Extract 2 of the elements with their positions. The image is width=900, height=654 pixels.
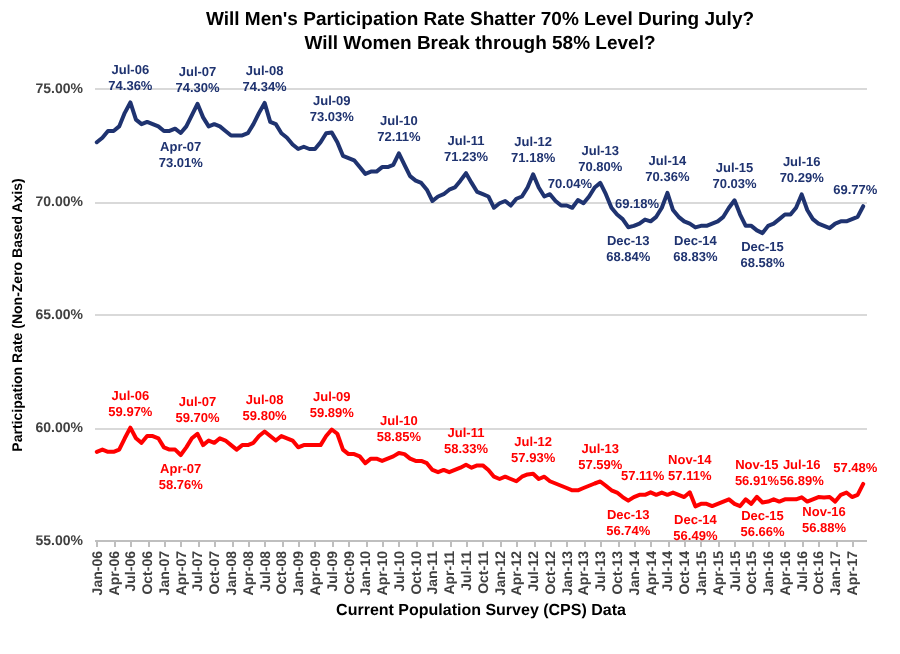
chart-title: Will Men's Participation Rate Shatter 70% Level During July? Will Women Break through 58% Level? <box>205 9 755 56</box>
x-axis-title: Current Population Survey (CPS) Data <box>336 601 627 620</box>
